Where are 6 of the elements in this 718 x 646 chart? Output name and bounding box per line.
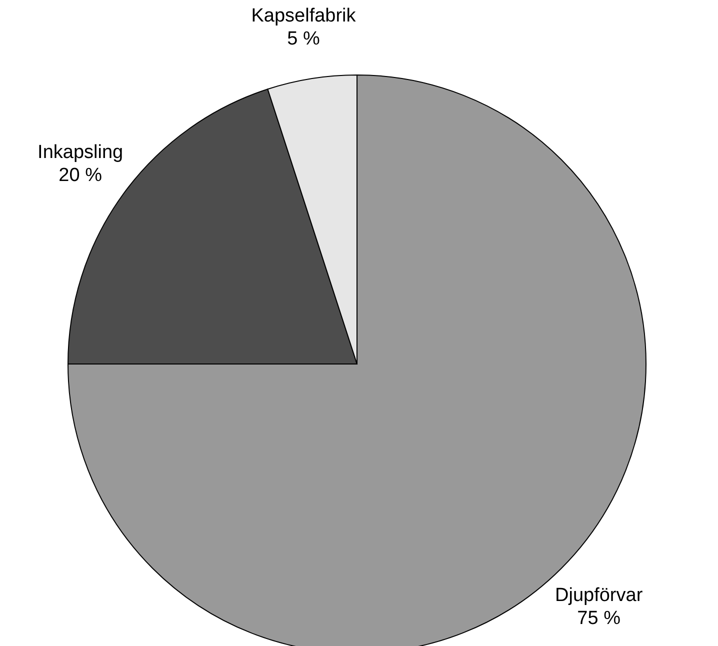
slice-label: Djupförvar [555, 585, 644, 606]
data-label: 5 % [287, 28, 320, 50]
slice-label: Kapselfabrik [251, 5, 356, 26]
data-label: 75 % [577, 608, 621, 629]
data-label: 20 % [58, 165, 102, 186]
slice-label: Inkapsling [38, 142, 124, 164]
